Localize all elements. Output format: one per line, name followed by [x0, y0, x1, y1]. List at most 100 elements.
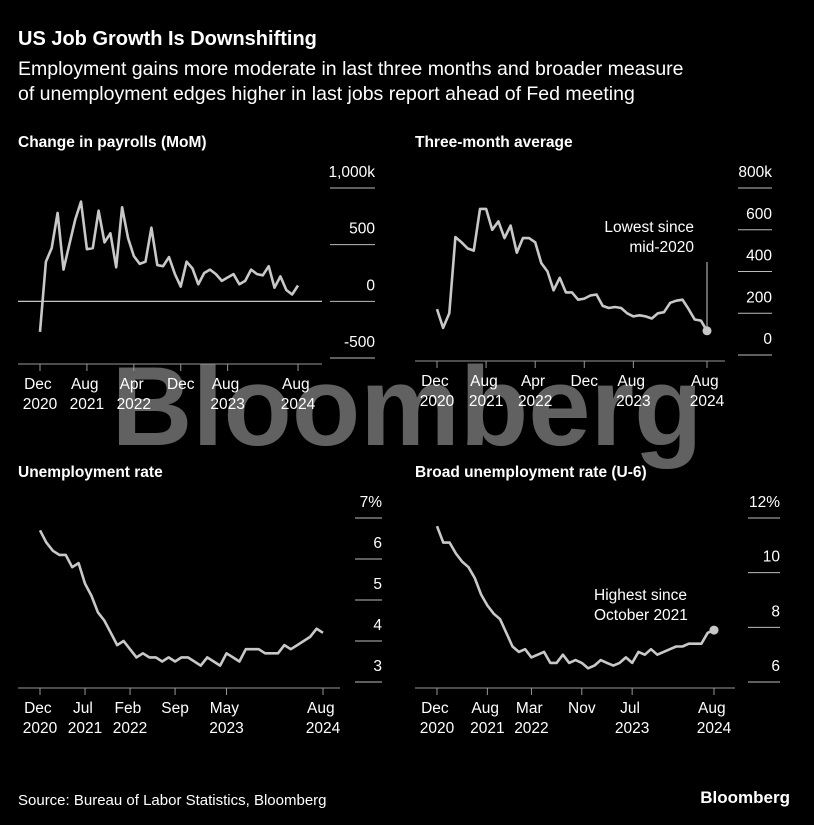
- x-tick-label: Dec 2020: [23, 700, 58, 737]
- y-tick-label: 7%: [360, 494, 383, 511]
- tick-label-line: 2022: [514, 720, 548, 737]
- x-tick-label: Jul 2021: [68, 700, 102, 737]
- subtitle: Employment gains more moderate in last t…: [18, 58, 684, 80]
- x-tick-label: Aug 2024: [306, 700, 341, 737]
- x-tick-label: Aug 2024: [281, 376, 316, 413]
- title: US Job Growth Is Downshifting: [18, 28, 317, 50]
- x-tick-label: Aug 2023: [210, 376, 244, 413]
- y-tick-label: 0: [366, 277, 375, 294]
- tick-label-line: 2024: [697, 720, 732, 737]
- line: [435, 525, 715, 670]
- panel-title: Unemployment rate: [18, 464, 163, 481]
- tick-label-line: Dec: [167, 376, 195, 393]
- tick-label-line: Jul: [73, 700, 97, 717]
- tick-label-line: Mar: [516, 700, 547, 717]
- annotation: Lowest since: [604, 219, 694, 236]
- tick-label-line: 2024: [690, 393, 725, 410]
- y-tick-label: 800k: [738, 164, 772, 181]
- tick-label-line: 2020: [23, 720, 58, 737]
- tick-label-line: 2021: [70, 396, 104, 413]
- tick-label-line: Dec: [24, 376, 56, 393]
- tick-label-line: 2020: [420, 720, 455, 737]
- subtitle: of unemployment edges higher in last job…: [18, 83, 635, 105]
- panel-title: Broad unemployment rate (U-6): [415, 464, 647, 481]
- x-tick-label: Dec 2020: [23, 376, 58, 413]
- line: [38, 200, 300, 333]
- line: [38, 529, 324, 667]
- x-tick-label: Aug 2023: [616, 373, 650, 410]
- tick-label-line: 2022: [113, 720, 147, 737]
- x-tick-label: Nov: [568, 700, 596, 717]
- tick-label-line: May: [210, 700, 244, 717]
- x-tick-label: Aug 2024: [690, 373, 725, 410]
- annotation: October 2021: [594, 607, 688, 624]
- annotation: Highest since: [594, 587, 687, 604]
- tick-label-line: 2022: [518, 393, 552, 410]
- y-tick-label: 400: [746, 248, 772, 265]
- tick-label-line: Apr: [120, 376, 148, 393]
- tick-label-line: 2023: [209, 720, 243, 737]
- tick-label-line: Apr: [521, 373, 549, 390]
- tick-label-line: 2024: [281, 396, 316, 413]
- y-tick-label: -500: [344, 334, 375, 351]
- x-tick-label: Dec 2020: [420, 700, 455, 737]
- tick-label-line: Aug: [471, 700, 503, 717]
- x-tick-label: Dec: [167, 376, 195, 393]
- tick-label-line: 2021: [469, 393, 503, 410]
- y-tick-label: 6: [373, 535, 382, 552]
- y-tick-label: 10: [763, 549, 781, 566]
- x-tick-label: Apr 2022: [117, 376, 151, 413]
- tick-label-line: 2020: [23, 396, 58, 413]
- tick-label-line: Aug: [71, 376, 103, 393]
- tick-label-line: 2021: [68, 720, 102, 737]
- x-tick-label: Sep: [161, 700, 189, 717]
- tick-label-line: Dec: [421, 373, 453, 390]
- y-tick-label: 3: [373, 658, 382, 675]
- tick-label-line: 2021: [470, 720, 504, 737]
- line: [435, 207, 709, 332]
- x-tick-label: Dec: [570, 373, 598, 390]
- tick-label-line: Aug: [212, 376, 244, 393]
- y-tick-label: 4: [373, 617, 382, 634]
- tick-label-line: Aug: [307, 700, 339, 717]
- tick-label-line: Dec: [421, 700, 453, 717]
- tick-label-line: Aug: [698, 700, 730, 717]
- tick-label-line: 2023: [615, 720, 649, 737]
- tick-label-line: Sep: [161, 700, 189, 717]
- x-tick-label: Aug 2024: [697, 700, 732, 737]
- tick-label-line: 2022: [117, 396, 151, 413]
- tick-label-line: Nov: [568, 700, 596, 717]
- tick-label-line: 2023: [616, 393, 650, 410]
- x-tick-label: Feb 2022: [113, 700, 147, 737]
- y-tick-label: 12%: [749, 494, 780, 511]
- tick-label-line: Dec: [570, 373, 598, 390]
- tick-label-line: Aug: [691, 373, 723, 390]
- y-tick-label: 0: [763, 331, 772, 348]
- tick-label-line: Jul: [620, 700, 644, 717]
- x-tick-label: Mar 2022: [514, 700, 548, 737]
- source: Source: Bureau of Labor Statistics, Bloo…: [18, 792, 327, 809]
- y-tick-label: 500: [349, 221, 375, 238]
- y-tick-label: 6: [771, 658, 780, 675]
- y-tick-label: 8: [771, 603, 780, 620]
- y-tick-label: 5: [373, 576, 382, 593]
- x-tick-label: Aug 2021: [70, 376, 104, 413]
- tick-label-line: Aug: [617, 373, 649, 390]
- tick-label-line: Aug: [282, 376, 314, 393]
- y-tick-label: 600: [746, 206, 772, 223]
- x-tick-label: Aug 2021: [470, 700, 504, 737]
- x-tick-label: Apr 2022: [518, 373, 552, 410]
- y-tick-label: 1,000k: [328, 164, 375, 181]
- x-tick-label: Aug 2021: [469, 373, 503, 410]
- annotation: mid-2020: [629, 239, 694, 256]
- tick-label-line: 2020: [420, 393, 455, 410]
- last-point: [709, 625, 719, 635]
- tick-label-line: 2023: [210, 396, 244, 413]
- tick-label-line: Feb: [115, 700, 146, 717]
- last-point: [702, 326, 712, 336]
- logo: Bloomberg: [700, 788, 790, 807]
- watermark: Bloomberg: [111, 344, 702, 469]
- panel-title: Three-month average: [415, 134, 573, 151]
